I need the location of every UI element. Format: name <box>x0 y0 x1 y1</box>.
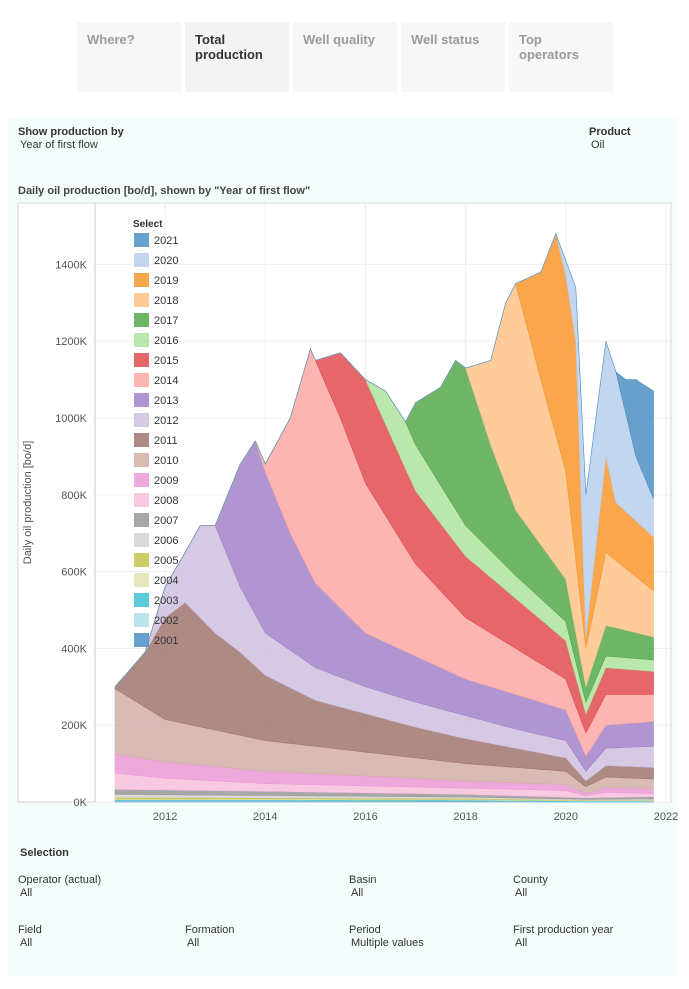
tab-where[interactable]: Where? <box>77 22 181 92</box>
first-production-year-filter[interactable]: All <box>515 937 528 949</box>
legend-label-2005: 2005 <box>154 555 178 567</box>
x-tick-label: 2014 <box>253 811 277 823</box>
legend-swatch-2006 <box>134 533 149 547</box>
legend-swatch-2021 <box>134 233 149 247</box>
y-tick-label: 1000K <box>55 413 87 425</box>
selection-heading: Selection <box>20 847 69 859</box>
legend-label-2014: 2014 <box>154 375 178 387</box>
county-filter[interactable]: All <box>515 887 528 899</box>
y-tick-label: 0K <box>74 797 88 809</box>
show-production-by-label: Show production by <box>18 126 124 138</box>
legend-swatch-2001 <box>134 633 149 647</box>
legend-label-2015: 2015 <box>154 355 178 367</box>
legend-label-2006: 2006 <box>154 535 178 547</box>
legend-label-2003: 2003 <box>154 595 178 607</box>
tab-total-production[interactable]: Total production <box>185 22 289 92</box>
y-tick-label: 1400K <box>55 259 87 271</box>
legend-swatch-2007 <box>134 513 149 527</box>
period-filter[interactable]: Multiple values <box>351 937 424 949</box>
show-production-by-select[interactable]: Year of first flow <box>20 139 98 151</box>
legend-label-2010: 2010 <box>154 455 178 467</box>
legend-swatch-2008 <box>134 493 149 507</box>
tab-bar: Where? Total production Well quality Wel… <box>77 22 617 94</box>
legend-swatch-2013 <box>134 393 149 407</box>
legend-swatch-2011 <box>134 433 149 447</box>
legend-swatch-2017 <box>134 313 149 327</box>
field-filter-label: Field <box>18 924 42 936</box>
legend-swatch-2010 <box>134 453 149 467</box>
legend-swatch-2016 <box>134 333 149 347</box>
legend-title: Select <box>133 219 163 230</box>
legend-label-2011: 2011 <box>154 435 178 447</box>
product-select[interactable]: Oil <box>591 139 605 151</box>
legend-swatch-2004 <box>134 573 149 587</box>
operator-filter[interactable]: All <box>20 887 33 899</box>
county-filter-label: County <box>513 874 548 886</box>
legend-swatch-2014 <box>134 373 149 387</box>
y-tick-label: 200K <box>61 720 87 732</box>
legend-label-2002: 2002 <box>154 615 178 627</box>
legend-label-2008: 2008 <box>154 495 178 507</box>
formation-filter[interactable]: All <box>187 937 200 949</box>
legend-label-2017: 2017 <box>154 315 178 327</box>
x-tick-label: 2022 <box>654 811 678 823</box>
legend-swatch-2002 <box>134 613 149 627</box>
period-filter-label: Period <box>349 924 381 936</box>
legend-label-2004: 2004 <box>154 575 178 587</box>
x-tick-label: 2020 <box>554 811 578 823</box>
legend-label-2007: 2007 <box>154 515 178 527</box>
product-label: Product <box>589 126 631 138</box>
legend-swatch-2018 <box>134 293 149 307</box>
legend-label-2001: 2001 <box>154 635 178 647</box>
legend-swatch-2009 <box>134 473 149 487</box>
y-tick-label: 800K <box>61 490 87 502</box>
tab-well-status[interactable]: Well status <box>401 22 505 92</box>
operator-filter-label: Operator (actual) <box>18 874 102 886</box>
formation-filter-label: Formation <box>185 924 235 936</box>
x-tick-label: 2012 <box>153 811 177 823</box>
y-tick-label: 1200K <box>55 336 87 348</box>
chart-title: Daily oil production [bo/d], shown by "Y… <box>18 185 311 197</box>
y-axis-label: Daily oil production [bo/d] <box>22 441 34 565</box>
tab-top-operators[interactable]: Top operators <box>509 22 613 92</box>
legend-label-2021: 2021 <box>154 235 178 247</box>
legend-label-2018: 2018 <box>154 295 178 307</box>
x-tick-label: 2016 <box>353 811 377 823</box>
y-tick-label: 600K <box>61 567 87 579</box>
area-series-2021 <box>114 232 654 687</box>
basin-filter[interactable]: All <box>351 887 364 899</box>
basin-filter-label: Basin <box>349 874 377 886</box>
legend-swatch-2019 <box>134 273 149 287</box>
legend-label-2013: 2013 <box>154 395 178 407</box>
legend-label-2012: 2012 <box>154 415 178 427</box>
legend-swatch-2020 <box>134 253 149 267</box>
legend-label-2016: 2016 <box>154 335 178 347</box>
production-chart: 0K 200K 400K 600K 800K 1000K 1200K 1400K 2012 201… <box>17 202 678 823</box>
legend-swatch-2003 <box>134 593 149 607</box>
legend-swatch-2005 <box>134 553 149 567</box>
first-production-year-filter-label: First production year <box>513 924 614 936</box>
field-filter[interactable]: All <box>20 937 33 949</box>
legend-swatch-2015 <box>134 353 149 367</box>
legend-swatch-2012 <box>134 413 149 427</box>
legend-label-2020: 2020 <box>154 255 178 267</box>
x-tick-label: 2018 <box>453 811 477 823</box>
tab-well-quality[interactable]: Well quality <box>293 22 397 92</box>
legend-label-2009: 2009 <box>154 475 178 487</box>
y-tick-label: 400K <box>61 643 87 655</box>
legend-label-2019: 2019 <box>154 275 178 287</box>
